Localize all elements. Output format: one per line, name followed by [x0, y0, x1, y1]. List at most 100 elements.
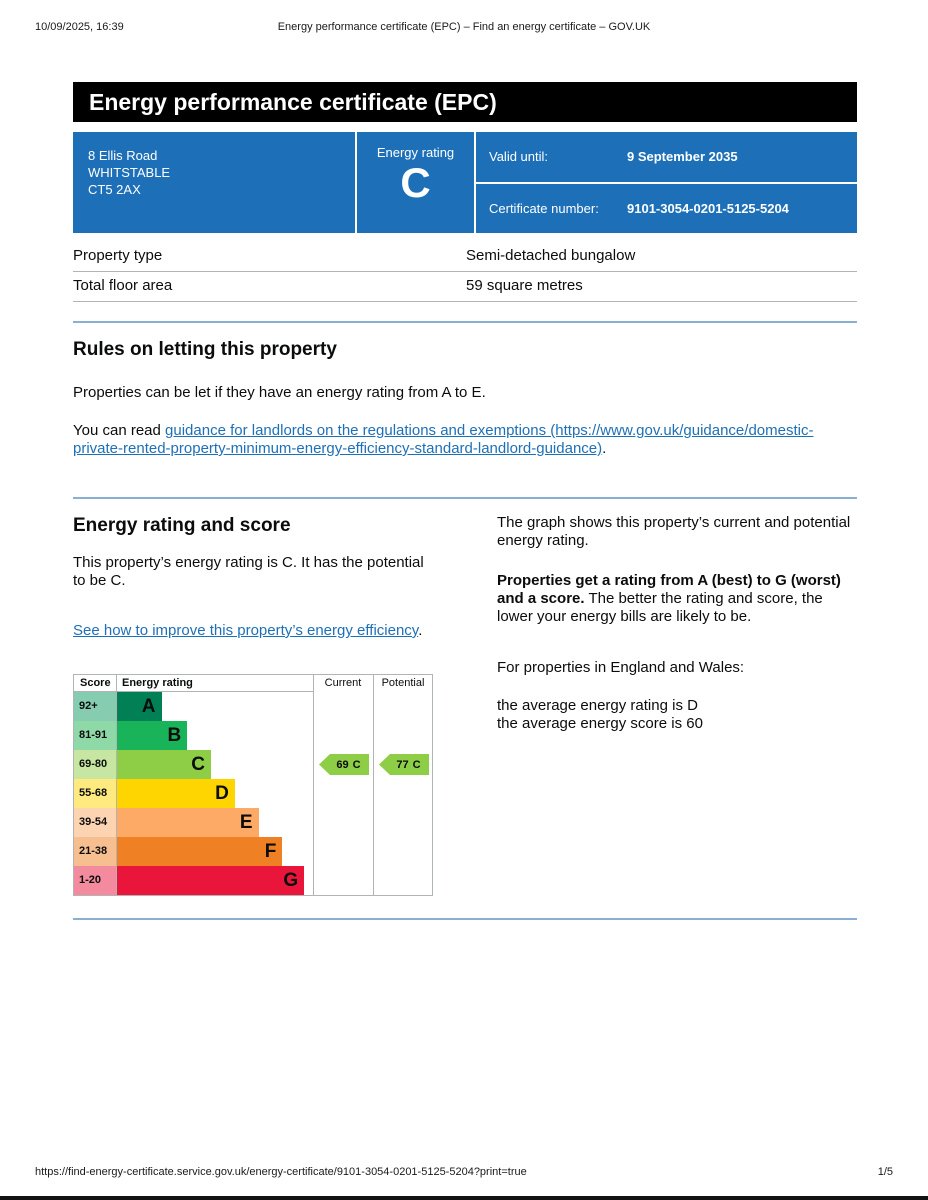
band-bar-area: C [116, 750, 314, 779]
table-row: Property type Semi-detached bungalow [73, 242, 857, 272]
print-page-number: 1/5 [877, 1166, 893, 1178]
average-rating-line: the average energy rating is D [497, 697, 698, 714]
potential-rating-marker: 77 C [379, 754, 429, 775]
band-score-label: 39-54 [74, 808, 116, 837]
epc-band-row: 55-68 D [74, 779, 314, 808]
certificate-number-label: Certificate number: [489, 200, 599, 216]
page-title-banner: Energy performance certificate (EPC) [73, 82, 857, 122]
rating-column-header: Energy rating [122, 677, 193, 689]
chart-header: Score Energy rating Current Potential [74, 675, 432, 692]
band-score-label: 55-68 [74, 779, 116, 808]
current-rating-marker: 69 C [319, 754, 369, 775]
print-document-title: Energy performance certificate (EPC) – F… [277, 21, 651, 33]
floor-area-label: Total floor area [73, 277, 173, 294]
print-url: https://find-energy-certificate.service.… [35, 1166, 527, 1178]
band-bar: F [116, 837, 283, 866]
epc-band-row: 92+ A [74, 692, 314, 721]
letting-guidance-paragraph: You can read guidance for landlords on t… [73, 422, 857, 458]
band-score-label: 69-80 [74, 750, 116, 779]
chart-gridline [116, 675, 117, 895]
property-details-table: Property type Semi-detached bungalow Tot… [73, 242, 857, 302]
band-score-label: 92+ [74, 692, 116, 721]
address-line-2: WHITSTABLE [88, 165, 171, 180]
band-bar-area: E [116, 808, 314, 837]
rating-section: Energy rating and score This property’s … [73, 514, 857, 896]
rating-explanation: Properties get a rating from A (best) to… [497, 572, 857, 626]
landlord-guidance-link[interactable]: guidance for landlords on the regulation… [73, 422, 814, 457]
average-score-line: the average energy score is 60 [497, 715, 703, 732]
band-bar-area: D [116, 779, 314, 808]
energy-rating-box: Energy rating C [357, 132, 476, 233]
energy-rating-value: C [400, 159, 431, 206]
band-bar: D [116, 779, 235, 808]
improve-paragraph: See how to improve this property’s energ… [73, 622, 433, 640]
epc-band-row: 69-80 C [74, 750, 314, 779]
potential-column-header: Potential [381, 677, 425, 689]
epc-bands: 92+ A 81-91 B 69-80 C 55-68 [74, 692, 314, 895]
floor-area-value: 59 square metres [466, 277, 583, 294]
band-letter: B [167, 724, 182, 746]
band-letter: A [141, 695, 156, 717]
certificate-content: Energy performance certificate (EPC) 8 E… [73, 82, 857, 920]
chart-gridline [373, 675, 374, 895]
epc-band-row: 1-20 G [74, 866, 314, 895]
certificate-meta: Valid until: 9 September 2035 Certificat… [476, 132, 857, 233]
rating-section-right: The graph shows this property’s current … [497, 514, 857, 896]
property-address: 8 Ellis Road WHITSTABLE CT5 2AX [73, 132, 357, 233]
england-wales-intro: For properties in England and Wales: [497, 659, 745, 676]
page-title: Energy performance certificate (EPC) [89, 89, 497, 115]
valid-until-value: 9 September 2035 [627, 149, 738, 165]
band-bar: G [116, 866, 305, 895]
certificate-number-row: Certificate number: 9101-3054-0201-5125-… [476, 181, 857, 234]
improve-efficiency-link[interactable]: See how to improve this property’s energ… [73, 622, 419, 639]
rating-intro: This property’s energy rating is C. It h… [73, 554, 424, 589]
band-bar: A [116, 692, 162, 721]
table-row: Total floor area 59 square metres [73, 272, 857, 302]
rating-heading: Energy rating and score [73, 515, 291, 536]
property-type-value: Semi-detached bungalow [466, 247, 636, 264]
band-letter: G [283, 869, 299, 891]
score-column-header: Score [80, 677, 111, 689]
certificate-number-value: 9101-3054-0201-5125-5204 [627, 200, 789, 216]
band-letter: E [239, 811, 253, 833]
address-line-3: CT5 2AX [88, 182, 141, 197]
property-type-label: Property type [73, 247, 163, 264]
certificate-summary-box: 8 Ellis Road WHITSTABLE CT5 2AX Energy r… [73, 132, 857, 233]
improve-suffix: . [418, 622, 423, 639]
epc-rating-chart: Score Energy rating Current Potential 92… [73, 674, 433, 896]
print-footer: https://find-energy-certificate.service.… [35, 1166, 893, 1178]
band-letter: D [215, 782, 229, 804]
valid-until-row: Valid until: 9 September 2035 [476, 132, 857, 182]
band-bar: B [116, 721, 188, 750]
band-bar-area: G [116, 866, 314, 895]
potential-score: 77 [396, 758, 409, 771]
potential-letter: C [412, 758, 421, 771]
current-score: 69 [336, 758, 349, 771]
rating-section-left: Energy rating and score This property’s … [73, 514, 433, 896]
address-line-1: 8 Ellis Road [88, 148, 158, 163]
epc-band-row: 21-38 F [74, 837, 314, 866]
rating-explanation-bold: Properties get a rating from A (best) to… [497, 572, 841, 607]
print-header: Energy performance certificate (EPC) – F… [35, 21, 893, 33]
print-datetime: 10/09/2025, 16:39 [35, 21, 124, 33]
band-bar: C [116, 750, 212, 779]
graph-description: The graph shows this property’s current … [497, 514, 851, 549]
guidance-prefix: You can read [73, 422, 166, 439]
band-score-label: 81-91 [74, 721, 116, 750]
band-letter: C [191, 753, 206, 775]
epc-band-row: 39-54 E [74, 808, 314, 837]
valid-until-label: Valid until: [489, 149, 549, 165]
letting-heading: Rules on letting this property [73, 339, 337, 360]
bottom-edge-bar [0, 1196, 928, 1200]
band-score-label: 1-20 [74, 866, 116, 895]
guidance-suffix: . [602, 440, 607, 457]
section-divider [73, 918, 857, 920]
band-bar: E [116, 808, 259, 837]
current-column-header: Current [324, 677, 362, 689]
section-divider [73, 497, 857, 499]
band-bar-area: A [116, 692, 314, 721]
epc-band-row: 81-91 B [74, 721, 314, 750]
energy-rating-label: Energy rating [376, 145, 455, 160]
